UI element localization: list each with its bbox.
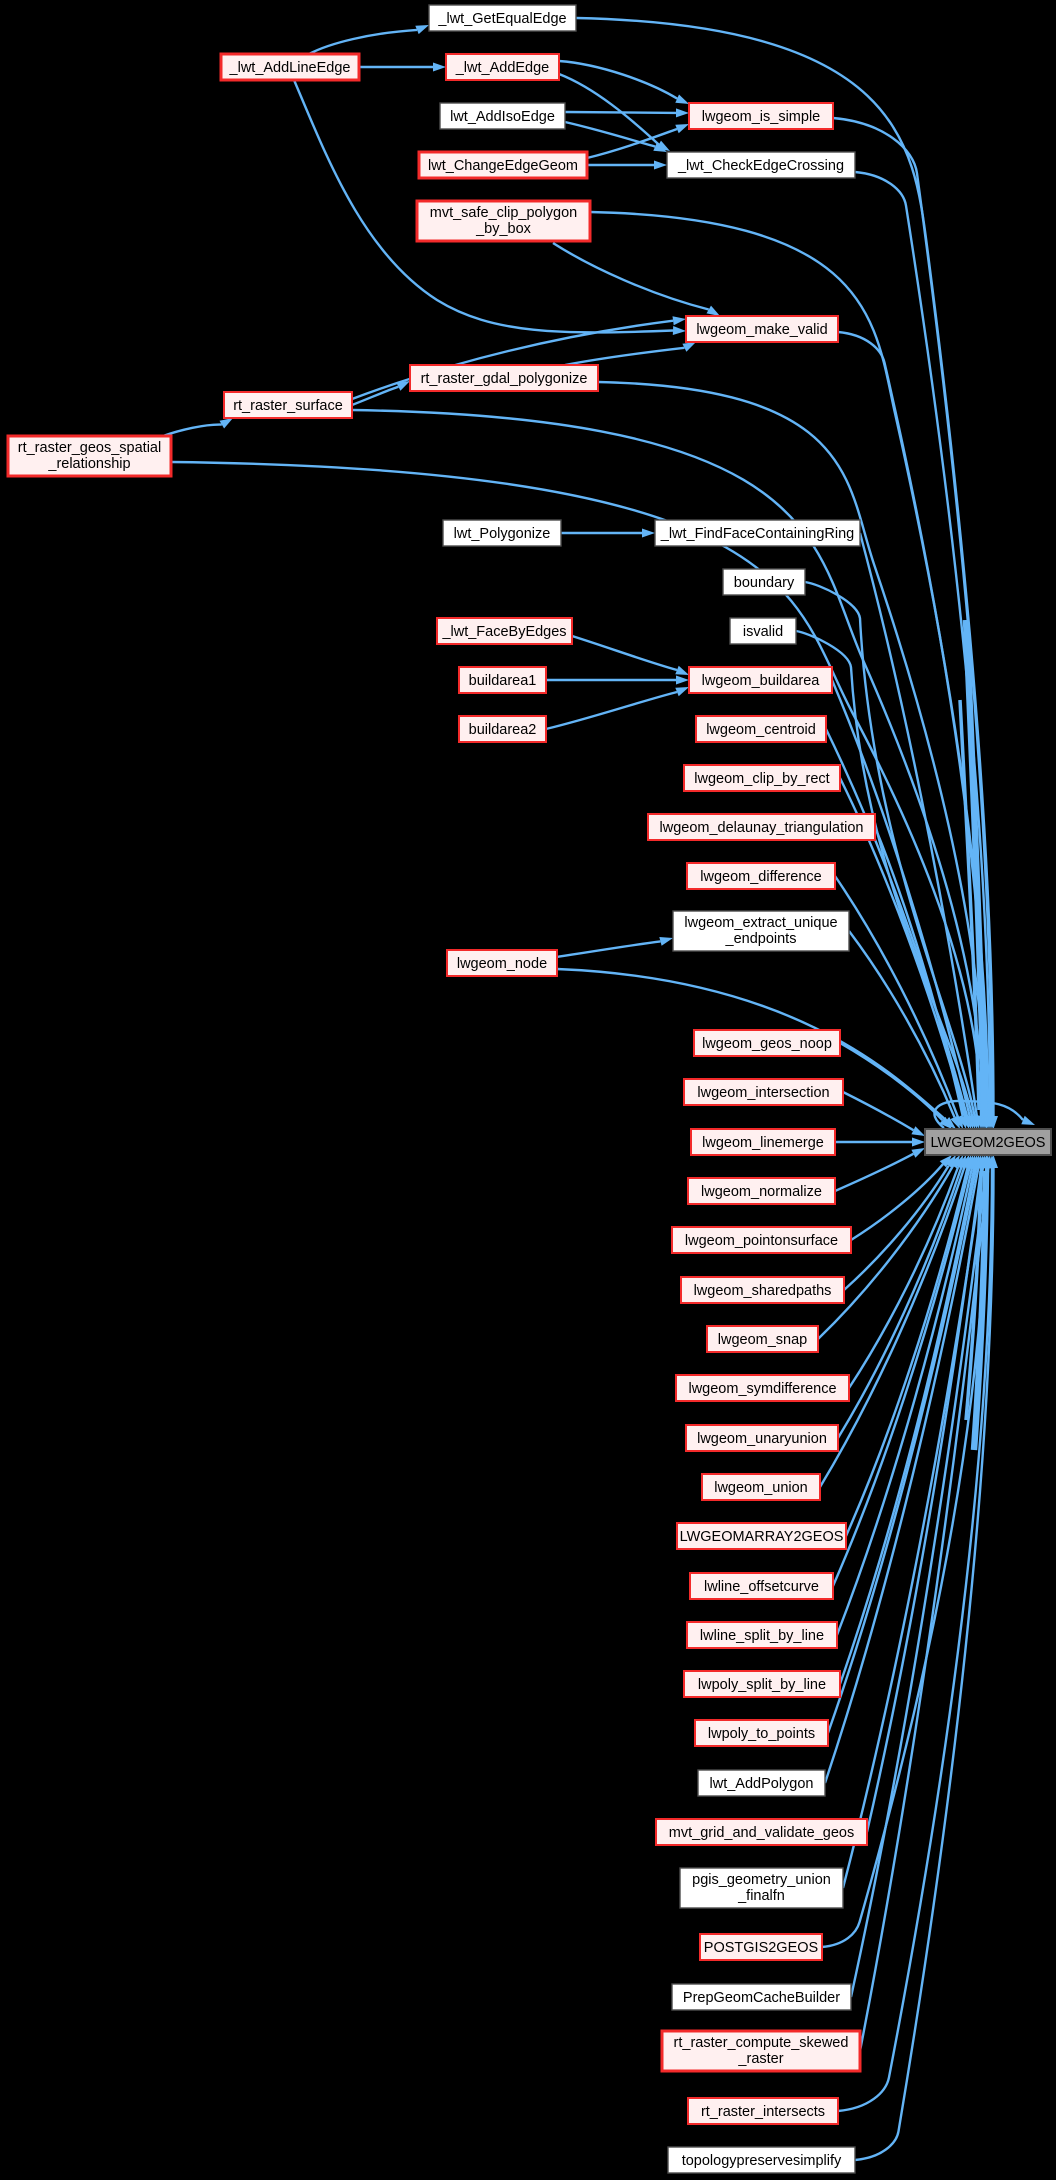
- svg-text:buildarea1: buildarea1: [469, 673, 537, 689]
- svg-text:topologypreservesimplify: topologypreservesimplify: [682, 2153, 842, 2169]
- svg-text:_lwt_AddLineEdge: _lwt_AddLineEdge: [229, 60, 351, 76]
- svg-text:_lwt_FindFaceContainingRing: _lwt_FindFaceContainingRing: [660, 526, 854, 542]
- svg-text:LWGEOMARRAY2GEOS: LWGEOMARRAY2GEOS: [680, 1529, 844, 1545]
- svg-text:_raster: _raster: [737, 2051, 783, 2067]
- svg-text:lwt_Polygonize: lwt_Polygonize: [454, 526, 551, 542]
- svg-text:lwgeom_symdifference: lwgeom_symdifference: [688, 1381, 836, 1397]
- svg-text:rt_raster_compute_skewed: rt_raster_compute_skewed: [674, 2035, 849, 2051]
- svg-text:_endpoints: _endpoints: [725, 931, 797, 947]
- svg-text:lwgeom_is_simple: lwgeom_is_simple: [702, 109, 820, 125]
- svg-text:_lwt_CheckEdgeCrossing: _lwt_CheckEdgeCrossing: [677, 158, 844, 174]
- svg-text:rt_raster_intersects: rt_raster_intersects: [701, 2104, 825, 2120]
- svg-text:lwgeom_delaunay_triangulation: lwgeom_delaunay_triangulation: [660, 820, 864, 836]
- svg-text:lwgeom_node: lwgeom_node: [457, 956, 547, 972]
- svg-text:_relationship: _relationship: [47, 456, 130, 472]
- svg-text:lwgeom_geos_noop: lwgeom_geos_noop: [702, 1036, 832, 1052]
- svg-text:_lwt_AddEdge: _lwt_AddEdge: [455, 60, 550, 76]
- svg-text:lwline_offsetcurve: lwline_offsetcurve: [704, 1579, 819, 1595]
- svg-text:PrepGeomCacheBuilder: PrepGeomCacheBuilder: [683, 1990, 840, 2006]
- svg-text:lwgeom_unaryunion: lwgeom_unaryunion: [697, 1431, 827, 1447]
- svg-text:rt_raster_gdal_polygonize: rt_raster_gdal_polygonize: [421, 371, 588, 387]
- svg-text:lwgeom_clip_by_rect: lwgeom_clip_by_rect: [694, 771, 829, 787]
- svg-text:lwgeom_make_valid: lwgeom_make_valid: [696, 322, 827, 338]
- svg-text:mvt_safe_clip_polygon: mvt_safe_clip_polygon: [430, 205, 578, 221]
- svg-text:lwgeom_extract_unique: lwgeom_extract_unique: [684, 915, 837, 931]
- svg-text:_by_box: _by_box: [475, 221, 532, 237]
- svg-text:LWGEOM2GEOS: LWGEOM2GEOS: [931, 1135, 1046, 1151]
- svg-text:lwgeom_sharedpaths: lwgeom_sharedpaths: [694, 1283, 832, 1299]
- svg-text:rt_raster_surface: rt_raster_surface: [233, 398, 343, 414]
- svg-text:POSTGIS2GEOS: POSTGIS2GEOS: [704, 1940, 818, 1956]
- svg-text:lwgeom_centroid: lwgeom_centroid: [706, 722, 816, 738]
- svg-text:rt_raster_geos_spatial: rt_raster_geos_spatial: [18, 440, 161, 456]
- svg-text:lwt_AddIsoEdge: lwt_AddIsoEdge: [450, 109, 555, 125]
- svg-text:lwpoly_to_points: lwpoly_to_points: [708, 1726, 815, 1742]
- svg-text:buildarea2: buildarea2: [469, 722, 537, 738]
- svg-text:lwpoly_split_by_line: lwpoly_split_by_line: [698, 1677, 826, 1693]
- svg-text:lwgeom_buildarea: lwgeom_buildarea: [702, 673, 821, 689]
- svg-text:lwt_AddPolygon: lwt_AddPolygon: [710, 1776, 814, 1792]
- svg-text:lwgeom_union: lwgeom_union: [714, 1480, 808, 1496]
- svg-text:_lwt_FaceByEdges: _lwt_FaceByEdges: [441, 624, 566, 640]
- svg-text:lwgeom_normalize: lwgeom_normalize: [701, 1184, 822, 1200]
- svg-text:_lwt_GetEqualEdge: _lwt_GetEqualEdge: [437, 11, 566, 27]
- svg-text:lwline_split_by_line: lwline_split_by_line: [700, 1628, 824, 1644]
- svg-text:lwgeom_linemerge: lwgeom_linemerge: [702, 1135, 824, 1151]
- svg-text:lwt_ChangeEdgeGeom: lwt_ChangeEdgeGeom: [428, 158, 578, 174]
- svg-text:lwgeom_intersection: lwgeom_intersection: [697, 1085, 829, 1101]
- svg-text:boundary: boundary: [734, 575, 795, 591]
- svg-text:pgis_geometry_union: pgis_geometry_union: [692, 1872, 831, 1888]
- svg-text:lwgeom_snap: lwgeom_snap: [718, 1332, 807, 1348]
- svg-text:lwgeom_pointonsurface: lwgeom_pointonsurface: [685, 1233, 838, 1249]
- svg-text:mvt_grid_and_validate_geos: mvt_grid_and_validate_geos: [669, 1825, 854, 1841]
- svg-text:lwgeom_difference: lwgeom_difference: [700, 869, 821, 885]
- svg-text:_finalfn: _finalfn: [737, 1888, 785, 1904]
- svg-text:isvalid: isvalid: [743, 624, 783, 640]
